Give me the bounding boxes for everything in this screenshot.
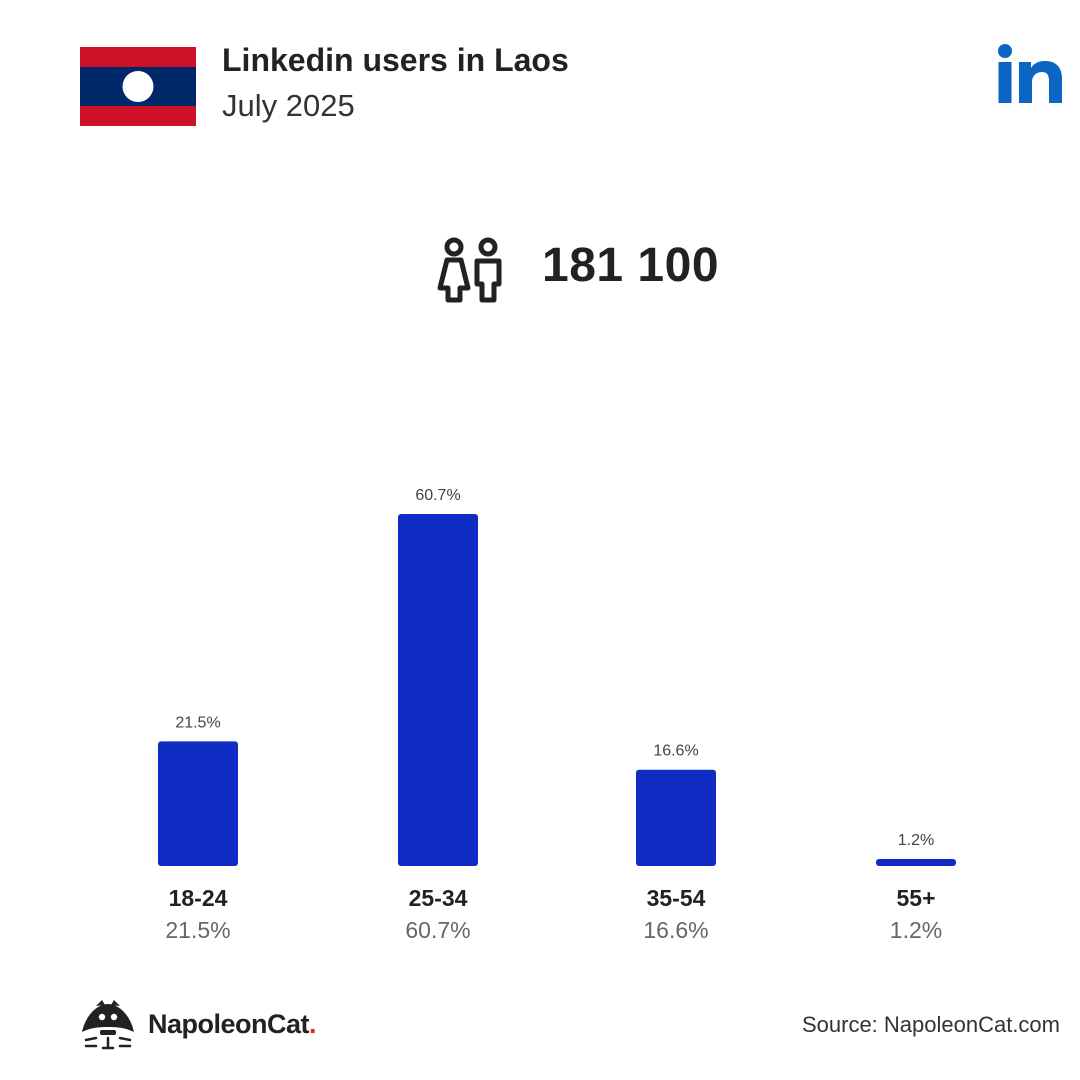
bar-18-24 [158, 741, 238, 866]
source-credit: Source: NapoleonCat.com [801, 1012, 1060, 1037]
category-percent-label: 16.6% [643, 917, 708, 943]
bar-value-label: 21.5% [175, 714, 220, 731]
napoleoncat-logo-icon [82, 1000, 134, 1050]
users-icon [437, 237, 502, 303]
brand-name-text: NapoleonCat [148, 1009, 310, 1039]
page-subtitle: July 2025 [222, 88, 355, 123]
bar-25-34 [398, 514, 478, 866]
category-label: 35-54 [647, 885, 706, 911]
category-percent-label: 60.7% [405, 917, 470, 943]
brand-name: NapoleonCat. [148, 1009, 317, 1040]
bar-value-label: 1.2% [898, 832, 934, 849]
bar-55+ [876, 859, 956, 866]
category-label: 18-24 [169, 885, 228, 911]
brand-dot: . [309, 1009, 317, 1039]
page-title: Linkedin users in Laos [222, 42, 569, 78]
category-label: 55+ [896, 885, 935, 911]
category-percent-label: 1.2% [890, 917, 942, 943]
bar-35-54 [636, 769, 716, 866]
linkedin-logo-icon [998, 44, 1062, 103]
category-percent-label: 21.5% [165, 917, 230, 943]
total-users: 181 100 [542, 239, 720, 292]
category-label: 25-34 [409, 885, 468, 911]
laos-flag [80, 47, 196, 126]
bar-value-label: 16.6% [653, 743, 698, 760]
bar-value-label: 60.7% [415, 487, 460, 504]
